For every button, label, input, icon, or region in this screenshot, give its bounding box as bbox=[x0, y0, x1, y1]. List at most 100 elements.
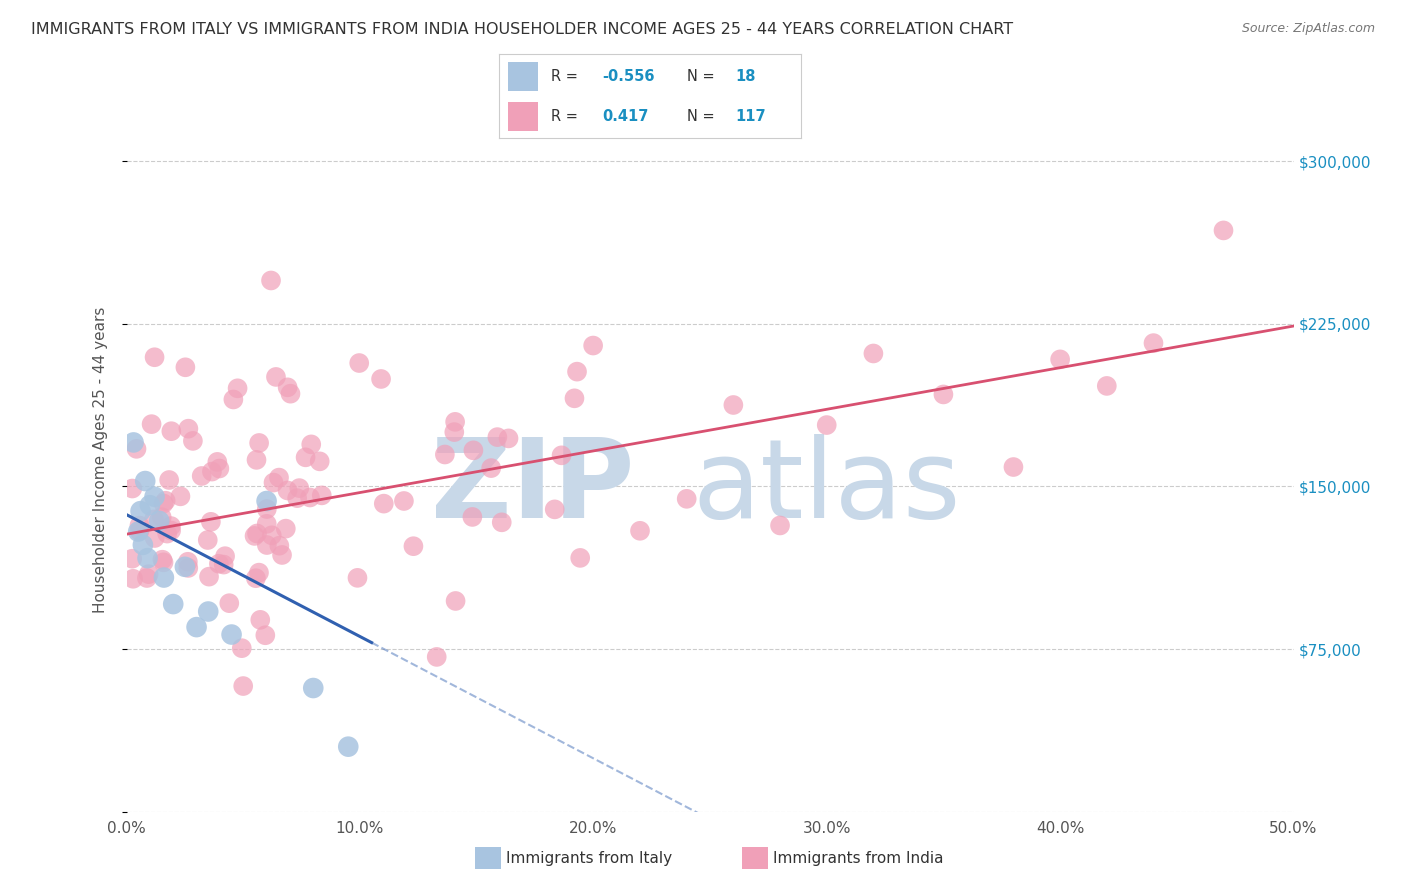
Point bbox=[169, 489, 191, 503]
Point bbox=[201, 465, 224, 479]
Point bbox=[246, 526, 269, 541]
Point bbox=[174, 559, 197, 574]
Point bbox=[426, 649, 449, 664]
Point bbox=[212, 558, 235, 572]
FancyBboxPatch shape bbox=[508, 102, 538, 130]
Point bbox=[162, 597, 184, 611]
Point bbox=[311, 488, 333, 502]
Point bbox=[491, 516, 513, 530]
Point bbox=[443, 425, 465, 439]
Point bbox=[277, 380, 299, 394]
Point bbox=[121, 482, 143, 496]
Point bbox=[177, 555, 200, 569]
Text: 0.417: 0.417 bbox=[602, 109, 648, 124]
Text: N =: N = bbox=[686, 69, 714, 84]
Point bbox=[269, 539, 291, 553]
Point bbox=[128, 524, 150, 538]
Point bbox=[1002, 460, 1025, 475]
Point bbox=[260, 528, 283, 542]
Point bbox=[298, 491, 321, 505]
Point bbox=[769, 518, 792, 533]
Point bbox=[121, 551, 143, 566]
Point bbox=[245, 571, 267, 585]
Point bbox=[222, 392, 245, 407]
Point bbox=[569, 550, 592, 565]
Point bbox=[280, 386, 302, 401]
Point bbox=[247, 436, 270, 450]
Text: atlas: atlas bbox=[693, 434, 960, 541]
Point bbox=[155, 493, 177, 508]
Text: 117: 117 bbox=[735, 109, 765, 124]
Point bbox=[256, 494, 278, 508]
Point bbox=[461, 510, 484, 524]
Point bbox=[141, 417, 163, 431]
Point bbox=[249, 613, 271, 627]
Text: Source: ZipAtlas.com: Source: ZipAtlas.com bbox=[1241, 22, 1375, 36]
Point bbox=[260, 273, 283, 287]
Point bbox=[160, 424, 183, 438]
Point bbox=[190, 469, 212, 483]
Point bbox=[299, 437, 322, 451]
Point bbox=[150, 552, 173, 566]
Point bbox=[308, 454, 330, 468]
Point bbox=[143, 531, 166, 545]
Point bbox=[129, 504, 152, 518]
Point bbox=[285, 491, 308, 505]
Point bbox=[143, 351, 166, 365]
Point bbox=[156, 526, 179, 541]
Point bbox=[498, 431, 520, 445]
Text: Immigrants from Italy: Immigrants from Italy bbox=[506, 851, 672, 865]
Text: R =: R = bbox=[551, 69, 578, 84]
Point bbox=[243, 529, 266, 543]
Point bbox=[152, 496, 174, 510]
Point bbox=[221, 627, 243, 641]
Point bbox=[444, 594, 467, 608]
Point bbox=[267, 470, 290, 484]
Point bbox=[150, 510, 173, 524]
Point bbox=[128, 518, 150, 533]
Text: IMMIGRANTS FROM ITALY VS IMMIGRANTS FROM INDIA HOUSEHOLDER INCOME AGES 25 - 44 Y: IMMIGRANTS FROM ITALY VS IMMIGRANTS FROM… bbox=[31, 22, 1014, 37]
Point bbox=[1095, 379, 1118, 393]
Point bbox=[207, 455, 229, 469]
Point bbox=[370, 372, 392, 386]
Point bbox=[264, 370, 287, 384]
Point bbox=[346, 571, 368, 585]
Point bbox=[479, 461, 502, 475]
Point bbox=[444, 415, 467, 429]
Point bbox=[152, 555, 174, 569]
Point bbox=[337, 739, 360, 754]
Point bbox=[565, 365, 588, 379]
Point bbox=[815, 418, 838, 433]
Point bbox=[198, 569, 221, 583]
Point bbox=[288, 481, 311, 495]
Point bbox=[138, 567, 160, 582]
Point bbox=[160, 524, 183, 538]
Point bbox=[218, 596, 240, 610]
Point bbox=[157, 473, 180, 487]
Point bbox=[136, 551, 159, 566]
Point bbox=[134, 474, 156, 488]
Point bbox=[302, 681, 325, 695]
Point bbox=[1142, 336, 1164, 351]
Point bbox=[564, 392, 586, 406]
Point bbox=[186, 620, 208, 634]
Text: N =: N = bbox=[686, 109, 714, 124]
Point bbox=[181, 434, 204, 448]
Text: ZIP: ZIP bbox=[430, 434, 634, 541]
Point bbox=[271, 548, 294, 562]
Point bbox=[294, 450, 316, 465]
Y-axis label: Householder Income Ages 25 - 44 years: Householder Income Ages 25 - 44 years bbox=[93, 306, 108, 613]
Point bbox=[160, 519, 183, 533]
Point bbox=[208, 557, 231, 571]
Point bbox=[148, 514, 170, 528]
Point bbox=[274, 522, 297, 536]
Point bbox=[125, 442, 148, 456]
Point bbox=[486, 430, 509, 444]
Point bbox=[232, 679, 254, 693]
Point bbox=[143, 512, 166, 526]
Point bbox=[132, 538, 155, 552]
Text: -0.556: -0.556 bbox=[602, 69, 654, 84]
Point bbox=[276, 483, 298, 498]
Point bbox=[231, 641, 253, 656]
Point bbox=[122, 435, 145, 450]
